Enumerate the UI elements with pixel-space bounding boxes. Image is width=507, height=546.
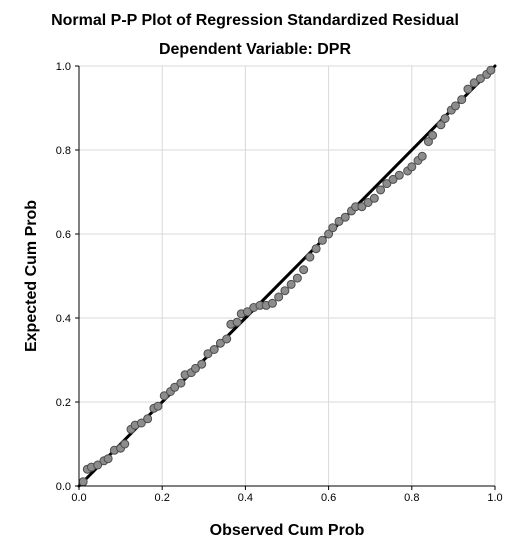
data-point-63 xyxy=(440,114,450,123)
data-point-34 xyxy=(267,298,277,308)
data-point-3 xyxy=(93,460,103,470)
data-point-62 xyxy=(436,120,446,130)
data-point-42 xyxy=(317,235,327,245)
y-axis-label: Expected Cum Prob xyxy=(23,200,40,352)
data-point-26 xyxy=(222,334,232,344)
axes-group xyxy=(75,65,496,490)
data-point-39 xyxy=(299,265,309,275)
data-point-24 xyxy=(209,345,219,354)
tick-labels-group: 0.0 0.2 0.4 0.6 0.8 1.0 0.0 0.2 0.4 0.6 0.8 1.0 xyxy=(56,61,503,504)
data-point-69 xyxy=(475,74,485,84)
data-point-68 xyxy=(469,78,479,88)
data-point-36 xyxy=(280,286,290,296)
y-tick-label-2: 0.4 xyxy=(56,313,71,325)
data-point-11 xyxy=(136,418,146,428)
data-point-25 xyxy=(215,338,225,348)
y-tick-label-4: 0.8 xyxy=(56,145,71,157)
data-point-67 xyxy=(463,84,473,94)
data-point-71 xyxy=(486,65,496,75)
data-point-41 xyxy=(311,244,321,254)
x-tick-label-4: 0.8 xyxy=(404,492,419,504)
data-point-54 xyxy=(388,174,398,184)
chart-subtitle: Dependent Variable: DPR xyxy=(159,41,351,58)
data-point-59 xyxy=(417,151,427,161)
x-axis-label: Observed Cum Prob xyxy=(210,522,365,539)
data-point-49 xyxy=(357,202,367,212)
data-point-23 xyxy=(203,349,213,359)
data-point-21 xyxy=(190,363,200,373)
data-point-46 xyxy=(340,212,350,222)
data-point-37 xyxy=(286,279,296,289)
x-tick-label-1: 0.2 xyxy=(155,492,170,504)
data-point-38 xyxy=(292,273,302,283)
y-tick-label-5: 1.0 xyxy=(56,61,71,73)
data-point-35 xyxy=(274,292,284,302)
data-point-44 xyxy=(328,223,338,233)
y-tick-label-0: 0.0 xyxy=(56,481,71,493)
data-points-group xyxy=(78,65,496,487)
data-point-12 xyxy=(143,414,153,424)
data-point-57 xyxy=(407,162,417,172)
data-point-55 xyxy=(394,170,404,180)
data-point-52 xyxy=(376,185,386,195)
grid-lines xyxy=(79,65,496,486)
data-point-60 xyxy=(423,137,433,147)
data-point-8 xyxy=(120,439,130,449)
x-tick-label-0: 0.0 xyxy=(71,492,86,504)
x-tick-label-5: 1.0 xyxy=(487,492,502,504)
data-point-50 xyxy=(363,198,373,207)
y-tick-label-3: 0.6 xyxy=(56,229,71,241)
data-point-53 xyxy=(382,179,392,189)
data-point-30 xyxy=(242,307,252,317)
data-point-14 xyxy=(153,401,163,411)
data-point-18 xyxy=(176,378,186,388)
data-point-61 xyxy=(428,130,438,140)
data-point-51 xyxy=(369,193,379,203)
data-point-45 xyxy=(334,216,344,226)
data-point-22 xyxy=(197,359,207,369)
data-point-17 xyxy=(170,382,180,392)
chart-title: Normal P-P Plot of Regression Standardiz… xyxy=(51,12,459,29)
data-point-65 xyxy=(450,101,460,111)
data-point-43 xyxy=(324,229,334,239)
data-point-5 xyxy=(103,454,113,464)
data-point-0 xyxy=(78,477,88,487)
x-tick-label-2: 0.4 xyxy=(238,492,253,504)
data-point-28 xyxy=(232,317,242,327)
data-point-40 xyxy=(305,252,315,262)
data-point-15 xyxy=(159,391,169,401)
y-tick-label-1: 0.2 xyxy=(56,397,71,409)
x-tick-label-3: 0.6 xyxy=(321,492,336,504)
data-point-66 xyxy=(457,95,467,105)
